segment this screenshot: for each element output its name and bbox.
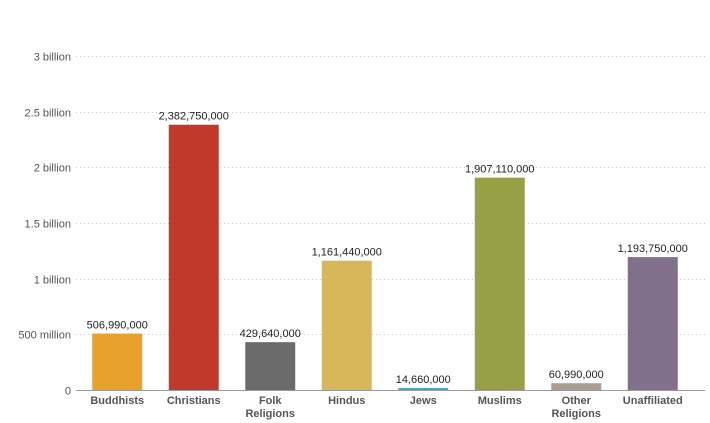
axis-layer: 0 500 million 1 billion 1.5 billion 2 billio…: [18, 52, 705, 420]
data-label: 506,990,000: [87, 320, 148, 332]
y-tick-label: 2.5 billion: [25, 108, 71, 120]
bar[interactable]: [398, 388, 449, 390]
bar[interactable]: [168, 124, 219, 391]
data-label: 429,640,000: [240, 328, 301, 340]
bar[interactable]: [245, 342, 296, 390]
x-tick-label: Muslims: [478, 395, 522, 407]
data-label: 2,382,750,000: [159, 111, 229, 123]
data-label: 1,907,110,000: [465, 164, 535, 176]
x-tick-label: Unaffiliated: [623, 395, 683, 407]
y-tick-label: 3 billion: [34, 52, 71, 64]
y-tick-label: 500 million: [18, 330, 71, 342]
bar[interactable]: [321, 260, 372, 390]
data-label: 60,990,000: [549, 369, 604, 381]
x-tick-label: Other Religions: [551, 395, 601, 420]
bar[interactable]: [474, 177, 525, 390]
y-tick-label: 0: [65, 386, 71, 398]
data-label: 14,660,000: [396, 374, 451, 386]
y-tick-label: 1.5 billion: [25, 219, 71, 231]
x-tick-label: Christians: [167, 395, 221, 407]
data-label: 1,161,440,000: [312, 247, 382, 259]
y-tick-label: 2 billion: [34, 163, 71, 175]
bar[interactable]: [551, 383, 602, 390]
x-tick-label: Hindus: [328, 395, 365, 407]
bar[interactable]: [92, 333, 143, 390]
label-layer: 506,990,000 2,382,750,000 429,640,000 1,161…: [87, 111, 688, 386]
bar[interactable]: [627, 257, 678, 390]
x-tick-label: Jews: [410, 395, 437, 407]
bar-layer: [92, 124, 678, 391]
y-tick-label: 1 billion: [34, 275, 71, 287]
x-tick-label: Folk Religions: [245, 395, 295, 420]
data-label: 1,193,750,000: [618, 243, 688, 255]
x-tick-label: Buddhists: [90, 395, 144, 407]
